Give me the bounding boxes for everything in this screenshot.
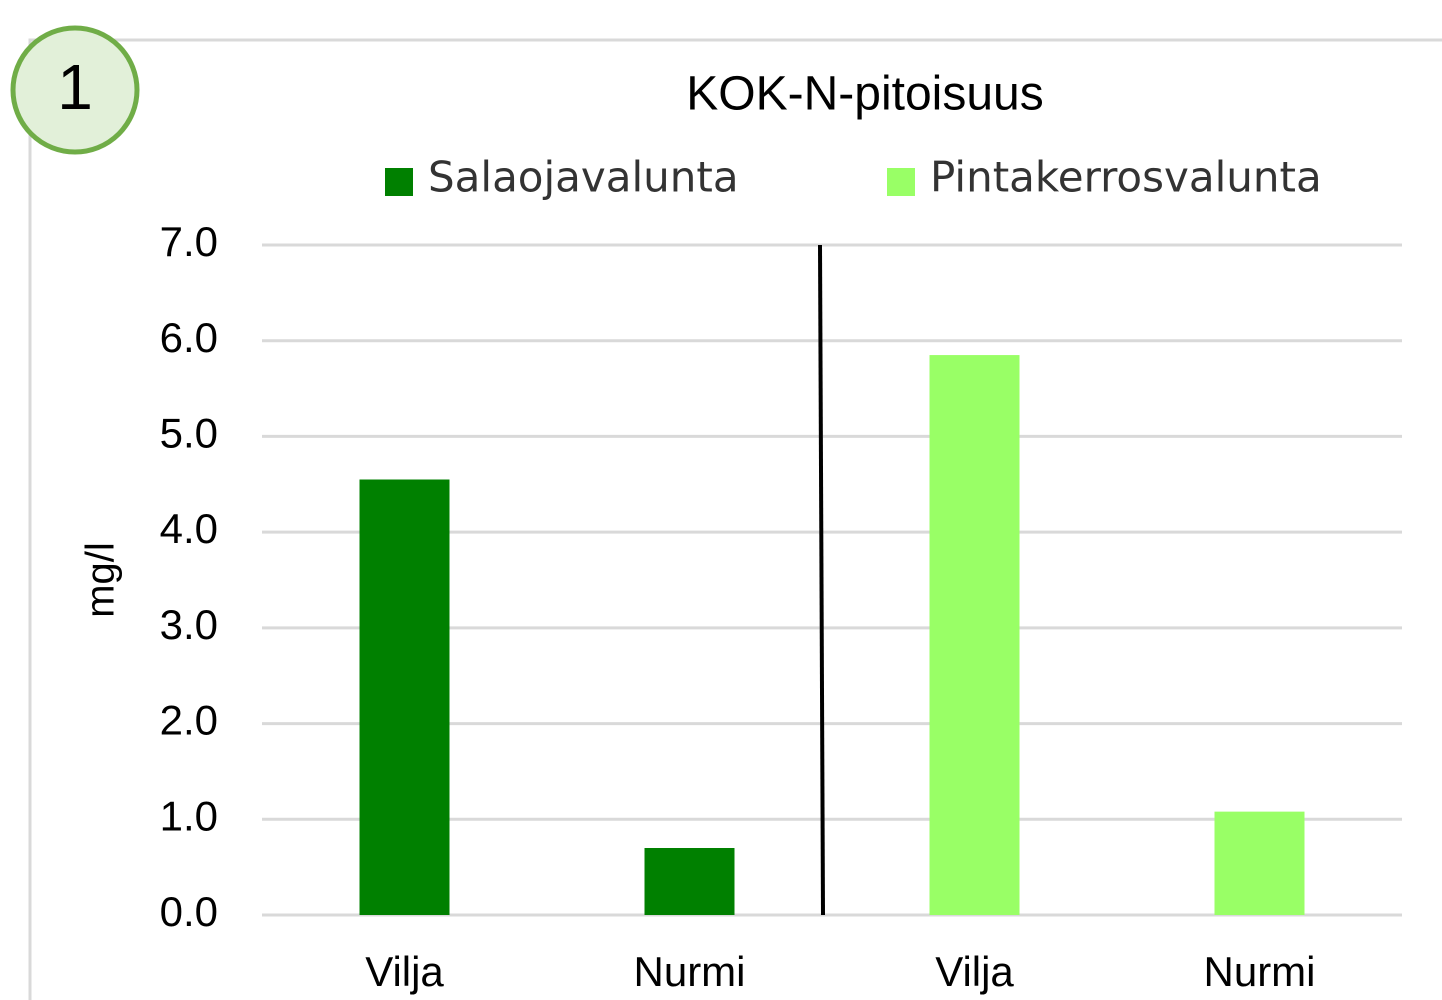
chart-title: KOK-N-pitoisuus xyxy=(686,68,1043,121)
legend-swatch xyxy=(385,168,413,196)
legend-label: Salaojavalunta xyxy=(428,153,739,202)
y-axis-label: mg/l xyxy=(79,542,123,618)
x-tick-label: Nurmi xyxy=(634,948,746,995)
bar xyxy=(1214,811,1305,915)
y-tick-label: 4.0 xyxy=(160,505,218,552)
y-tick-label: 5.0 xyxy=(160,410,218,457)
bar xyxy=(929,355,1020,916)
group-divider xyxy=(818,244,825,916)
chart-frame xyxy=(28,38,1442,1000)
legend-label: Pintakerrosvalunta xyxy=(930,153,1322,202)
y-tick-label: 2.0 xyxy=(160,697,218,744)
x-tick-label: Vilja xyxy=(365,948,444,995)
y-tick-label: 7.0 xyxy=(160,218,218,265)
badge-circle xyxy=(10,25,140,155)
y-tick-label: 3.0 xyxy=(160,601,218,648)
y-tick-label: 0.0 xyxy=(160,888,218,935)
y-tick-label: 1.0 xyxy=(160,792,218,839)
badge: 1 xyxy=(57,51,93,123)
y-tick-label: 6.0 xyxy=(160,314,218,361)
bar xyxy=(644,848,735,915)
legend-swatch xyxy=(887,168,915,196)
x-tick-label: Vilja xyxy=(935,948,1014,995)
bar xyxy=(359,479,450,915)
x-tick-label: Nurmi xyxy=(1204,948,1316,995)
